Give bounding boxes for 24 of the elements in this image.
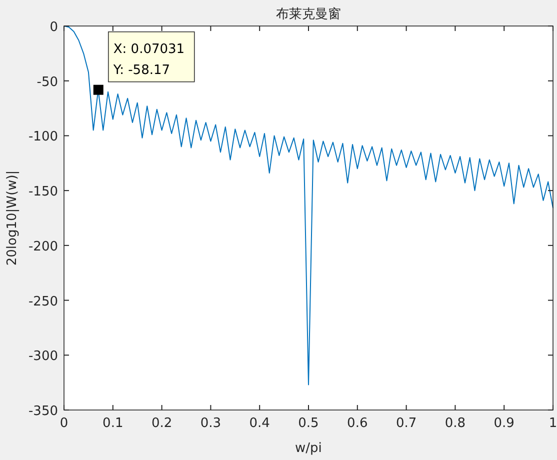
y-tick-label: -250: [28, 294, 58, 310]
x-tick-label: 0.8: [444, 416, 466, 431]
x-tick-label: 0.2: [151, 416, 172, 431]
x-tick-label: 0.7: [396, 416, 417, 431]
annotation: X: 0.07031 Y: -58.17: [112, 42, 185, 78]
x-tick-label: 0.6: [347, 416, 368, 431]
x-tick-label: 0: [60, 416, 68, 431]
x-tick-label: 0.4: [249, 416, 270, 431]
y-tick-label: -100: [28, 130, 58, 145]
y-tick-label: -200: [28, 239, 58, 254]
x-tick-label: 0.3: [200, 416, 222, 431]
y-tick-label: 0: [50, 20, 58, 35]
line-series: [64, 26, 554, 386]
x-axis-title: w/pi: [295, 441, 322, 456]
y-tick-label: -150: [28, 184, 58, 200]
x-tick-label: 0.1: [102, 416, 124, 431]
x-tick-label: 0.9: [494, 416, 514, 431]
y-tick-label: -50: [36, 74, 58, 90]
y-tick-label: -300: [28, 349, 58, 364]
x-tick-label: 0.5: [298, 416, 319, 431]
x-tick-label: 1: [548, 416, 557, 431]
chart-title: 布莱克曼窗: [276, 6, 341, 22]
y-axis-title: 20log10|W(w)|: [5, 170, 20, 266]
y-tick-label: -350: [28, 404, 58, 419]
